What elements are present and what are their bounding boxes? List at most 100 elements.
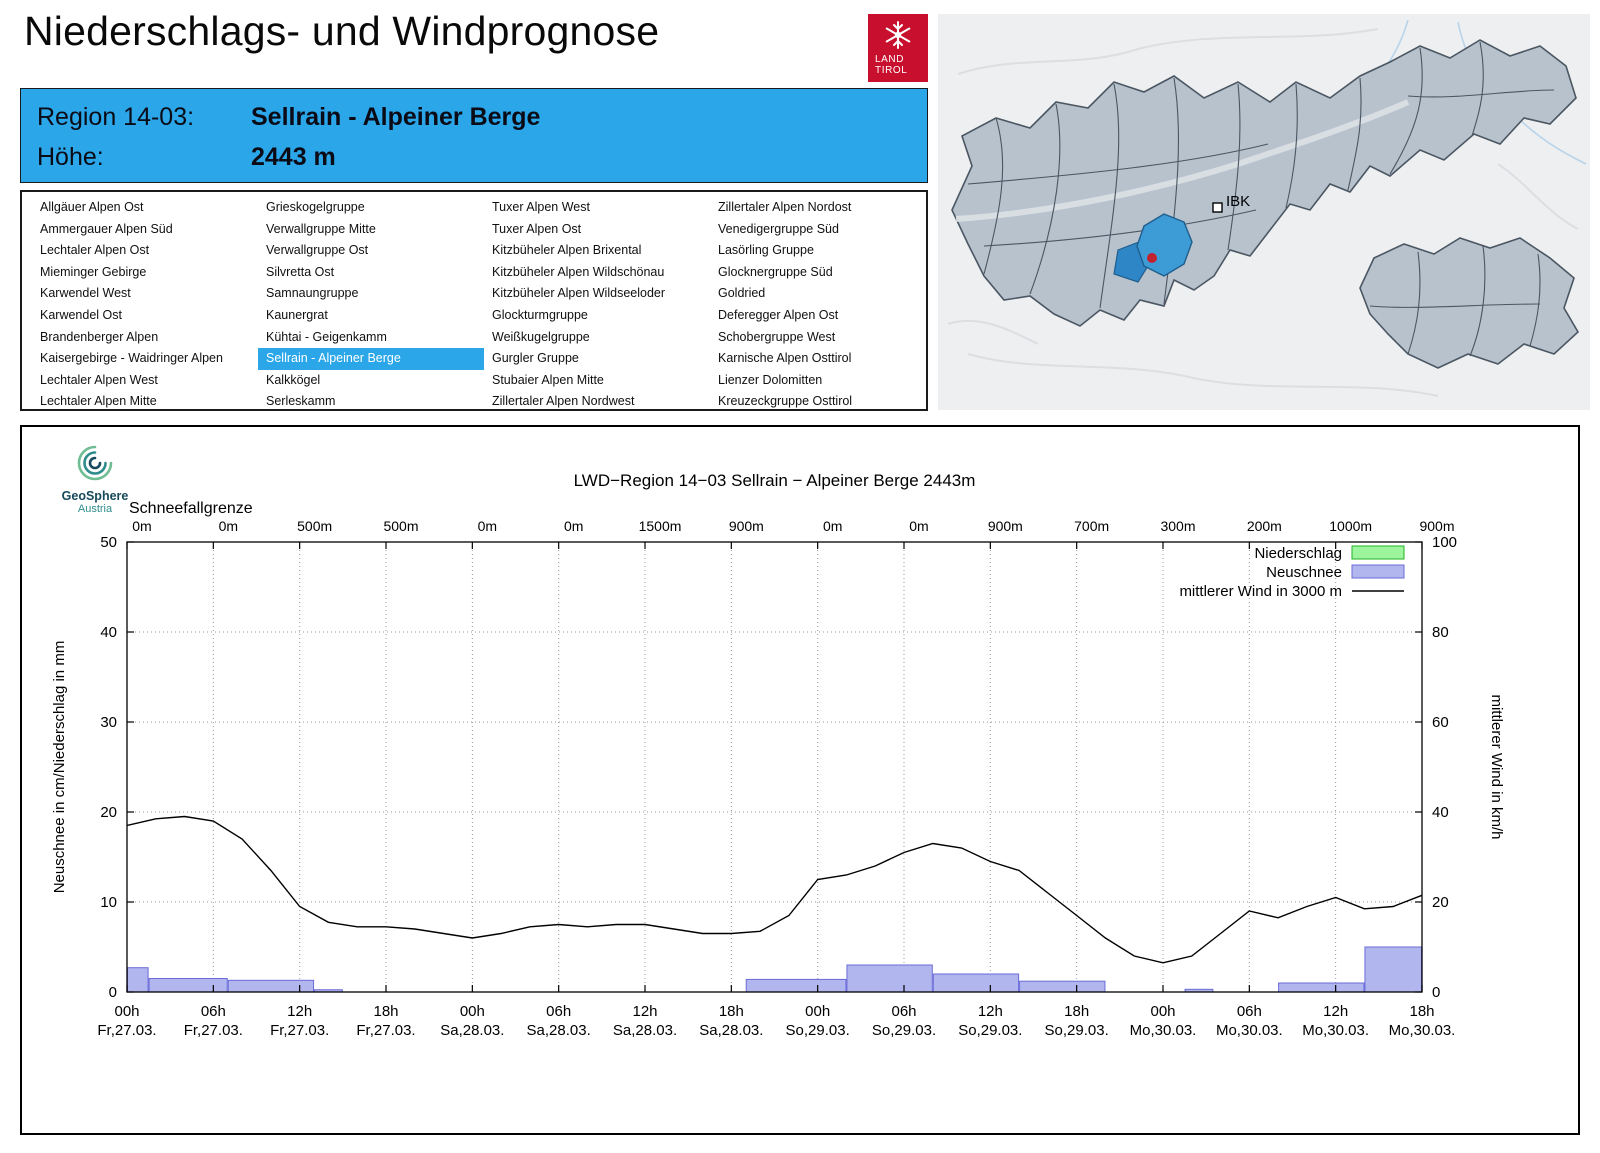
svg-text:Sa,28.03.: Sa,28.03. (613, 1022, 677, 1039)
region-column: Tuxer Alpen West Tuxer Alpen Ost Kitzbühel… (484, 197, 710, 413)
region-list-item[interactable]: Kaisergebirge - Waidringer Alpen (40, 351, 223, 366)
east-district-borders (1369, 245, 1541, 357)
logo-text-tirol: TIROL (875, 65, 908, 76)
region-list-item[interactable]: Karwendel Ost (40, 307, 122, 322)
svg-text:12h: 12h (1323, 1003, 1348, 1020)
svg-text:40: 40 (100, 624, 117, 641)
region-list-item[interactable]: Grieskogelgruppe (266, 200, 365, 214)
snowline-value: 900m (1419, 518, 1454, 534)
region-list-item[interactable]: Tuxer Alpen West (492, 200, 590, 214)
svg-text:06h: 06h (546, 1003, 571, 1020)
svg-text:100: 100 (1432, 534, 1457, 551)
svg-text:Sa,28.03.: Sa,28.03. (699, 1022, 763, 1039)
snowline-value: 1500m (639, 518, 682, 534)
region-list-item[interactable]: Samnaungruppe (266, 286, 359, 301)
tirol-map: IBK (938, 14, 1590, 410)
region-list-item[interactable]: Verwallgruppe Ost (266, 243, 369, 258)
region-list-item[interactable]: Brandenberger Alpen (40, 329, 159, 344)
svg-text:12h: 12h (287, 1003, 312, 1020)
land-tirol-logo: LAND TIROL (868, 14, 928, 82)
plot-frame (126, 541, 1423, 993)
neuschnee-bar (846, 964, 933, 993)
svg-text:60: 60 (1432, 714, 1449, 731)
svg-text:So,29.03.: So,29.03. (786, 1022, 850, 1039)
region-list-item[interactable]: Kitzbüheler Alpen Wildseeloder (492, 286, 666, 301)
region-name: Sellrain - Alpeiner Berge (251, 102, 541, 131)
svg-text:So,29.03.: So,29.03. (872, 1022, 936, 1039)
region-list-item[interactable]: Lasörling Gruppe (718, 243, 814, 258)
region-list-item[interactable]: Ammergauer Alpen Süd (40, 221, 173, 236)
region-list-item[interactable]: Mieminger Gebirge (40, 264, 147, 279)
region-list-item[interactable]: Kalkkögel (266, 372, 321, 387)
geosphere-logo: GeoSphere Austria (52, 443, 138, 515)
svg-text:10: 10 (100, 894, 117, 911)
wind-line (126, 815, 1423, 964)
snowline-value: 900m (729, 518, 764, 534)
region-info-row: Region 14-03: Sellrain - Alpeiner Berge (37, 97, 927, 137)
region-list-item[interactable]: Karwendel West (40, 286, 131, 301)
region-list-item[interactable]: Venedigergruppe Süd (718, 221, 839, 236)
region-list-item[interactable]: Kreuzeckgruppe Osttirol (718, 394, 853, 409)
region-list-item[interactable]: Kitzbüheler Alpen Wildschönau (492, 264, 665, 279)
neuschnee-bar (745, 978, 847, 993)
geosphere-country: Austria (77, 503, 113, 515)
region-list-item[interactable]: Deferegger Alpen Ost (718, 307, 839, 322)
region-column: Allgäuer Alpen Ost Ammergauer Alpen Süd Le… (32, 197, 258, 413)
snowline-values: 0m 0m 500m 500m 0m 0m 1500m 900m 0m 0m 900m 700m 300… (132, 518, 1454, 534)
forecast-chart: 0 10 20 30 40 50 0 20 40 60 80 100 00h Fr,27.03. 06h Fr… (51, 471, 1505, 1039)
left-axis-title: Neuschnee in cm/Niederschlag in mm (51, 641, 68, 894)
svg-text:Sa,28.03.: Sa,28.03. (527, 1022, 591, 1039)
page-title: Niederschlags- und Windprognose (24, 8, 660, 54)
region-list-item[interactable]: Goldried (718, 286, 766, 301)
svg-text:40: 40 (1432, 804, 1449, 821)
axis-labels: 0 10 20 30 40 50 0 20 40 60 80 100 00h Fr,27.03. 06h Fr… (97, 534, 1457, 1039)
region-list-item[interactable]: Kaunergrat (266, 307, 328, 322)
svg-text:80: 80 (1432, 624, 1449, 641)
svg-text:Mo,30.03.: Mo,30.03. (1216, 1022, 1283, 1039)
svg-text:Fr,27.03.: Fr,27.03. (97, 1022, 156, 1039)
snowline-value: 200m (1247, 518, 1282, 534)
forecast-chart-panel: 0 10 20 30 40 50 0 20 40 60 80 100 00h Fr,27.03. 06h Fr… (20, 425, 1580, 1135)
region-list-item[interactable]: Silvretta Ost (266, 264, 335, 279)
svg-text:Mo,30.03.: Mo,30.03. (1389, 1022, 1456, 1039)
region-list-item[interactable]: Tuxer Alpen Ost (492, 221, 582, 236)
svg-text:00h: 00h (805, 1003, 830, 1020)
region-list-item[interactable]: Kitzbüheler Alpen Brixental (492, 243, 642, 258)
svg-text:Fr,27.03.: Fr,27.03. (356, 1022, 415, 1039)
snowline-value: 500m (383, 518, 418, 534)
region-list-item[interactable]: Verwallgruppe Mitte (266, 221, 376, 236)
legend-swatch (1351, 545, 1405, 560)
region-list-item[interactable]: Karnische Alpen Osttirol (718, 351, 852, 366)
region-list-item[interactable]: Lechtaler Alpen Mitte (40, 394, 157, 409)
region-label: Region 14-03: (37, 102, 195, 131)
svg-text:Sa,28.03.: Sa,28.03. (440, 1022, 504, 1039)
neuschnee-bar (1278, 982, 1365, 993)
region-list-item[interactable]: Lechtaler Alpen West (40, 372, 158, 387)
region-list-item[interactable]: Stubaier Alpen Mitte (492, 372, 604, 387)
neuschnee-bar (932, 973, 1020, 993)
region-list-item[interactable]: Weißkugelgruppe (492, 329, 590, 344)
svg-text:18h: 18h (373, 1003, 398, 1020)
altitude-info-row: Höhe: 2443 m (37, 137, 927, 177)
region-list-item-selected[interactable]: Sellrain - Alpeiner Berge (258, 348, 484, 370)
region-list-item[interactable]: Kühtai - Geigenkamm (266, 329, 387, 344)
svg-text:00h: 00h (1150, 1003, 1175, 1020)
legend-label: Niederschlag (1254, 545, 1342, 562)
svg-text:Mo,30.03.: Mo,30.03. (1302, 1022, 1369, 1039)
neuschnee-bar (227, 979, 315, 993)
snowline-title: Schneefallgrenze (129, 500, 253, 517)
svg-text:18h: 18h (719, 1003, 744, 1020)
grid-lines (126, 542, 1423, 992)
region-list-item[interactable]: Lechtaler Alpen Ost (40, 243, 150, 258)
region-list-item[interactable]: Allgäuer Alpen Ost (40, 200, 144, 214)
region-list-item[interactable]: Serleskamm (266, 394, 336, 409)
region-list-item[interactable]: Glocknergruppe Süd (718, 264, 833, 279)
map-container: IBK (938, 14, 1590, 410)
region-list-item[interactable]: Zillertaler Alpen Nordwest (492, 394, 635, 409)
region-list-item[interactable]: Lienzer Dolomitten (718, 372, 823, 387)
region-list-item[interactable]: Gurgler Gruppe (492, 351, 579, 366)
region-list-item[interactable]: Glockturmgruppe (492, 307, 588, 322)
region-list-item[interactable]: Zillertaler Alpen Nordost (718, 200, 852, 214)
map-east-tirol (1359, 237, 1580, 369)
region-list-item[interactable]: Schobergruppe West (718, 329, 836, 344)
